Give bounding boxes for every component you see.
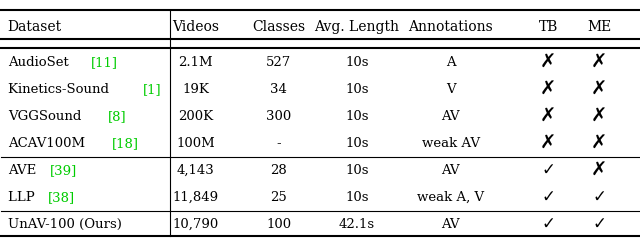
Text: [1]: [1] bbox=[143, 83, 162, 96]
Text: [38]: [38] bbox=[47, 191, 75, 204]
Text: 2.1M: 2.1M bbox=[179, 56, 213, 69]
Text: ✗: ✗ bbox=[591, 134, 607, 153]
Text: A: A bbox=[446, 56, 456, 69]
Text: ACAV100M: ACAV100M bbox=[8, 137, 89, 150]
Text: ✓: ✓ bbox=[541, 215, 555, 233]
Text: ✓: ✓ bbox=[541, 161, 555, 179]
Text: ✓: ✓ bbox=[541, 188, 555, 206]
Text: V: V bbox=[446, 83, 456, 96]
Text: 42.1s: 42.1s bbox=[339, 217, 375, 231]
Text: 34: 34 bbox=[270, 83, 287, 96]
Text: [39]: [39] bbox=[49, 164, 77, 177]
Text: VGGSound: VGGSound bbox=[8, 110, 85, 123]
Text: Avg. Length: Avg. Length bbox=[314, 20, 399, 34]
Text: weak A, V: weak A, V bbox=[417, 191, 484, 204]
Text: [11]: [11] bbox=[92, 56, 118, 69]
Text: Kinetics-Sound: Kinetics-Sound bbox=[8, 83, 113, 96]
Text: AudioSet: AudioSet bbox=[8, 56, 73, 69]
Text: 10s: 10s bbox=[345, 191, 369, 204]
Text: 19K: 19K bbox=[182, 83, 209, 96]
Text: 300: 300 bbox=[266, 110, 291, 123]
Text: 10s: 10s bbox=[345, 137, 369, 150]
Text: 10s: 10s bbox=[345, 110, 369, 123]
Text: AV: AV bbox=[442, 164, 460, 177]
Text: 200K: 200K bbox=[178, 110, 213, 123]
Text: 10s: 10s bbox=[345, 56, 369, 69]
Text: AV: AV bbox=[442, 217, 460, 231]
Text: [8]: [8] bbox=[108, 110, 126, 123]
Text: ✗: ✗ bbox=[591, 80, 607, 99]
Text: AV: AV bbox=[442, 110, 460, 123]
Text: Classes: Classes bbox=[252, 20, 305, 34]
Text: UnAV-100 (Ours): UnAV-100 (Ours) bbox=[8, 217, 122, 231]
Text: -: - bbox=[276, 137, 281, 150]
Text: [18]: [18] bbox=[112, 137, 140, 150]
Text: 4,143: 4,143 bbox=[177, 164, 214, 177]
Text: 10,790: 10,790 bbox=[173, 217, 219, 231]
Text: AVE: AVE bbox=[8, 164, 40, 177]
Text: ✗: ✗ bbox=[540, 80, 556, 99]
Text: ✗: ✗ bbox=[540, 107, 556, 126]
Text: Annotations: Annotations bbox=[408, 20, 493, 34]
Text: ✓: ✓ bbox=[592, 188, 606, 206]
Text: ✗: ✗ bbox=[591, 53, 607, 72]
Text: Videos: Videos bbox=[172, 20, 220, 34]
Text: 28: 28 bbox=[270, 164, 287, 177]
Text: ME: ME bbox=[587, 20, 611, 34]
Text: 10s: 10s bbox=[345, 164, 369, 177]
Text: ✗: ✗ bbox=[591, 161, 607, 180]
Text: 100M: 100M bbox=[177, 137, 215, 150]
Text: 100: 100 bbox=[266, 217, 291, 231]
Text: ✗: ✗ bbox=[540, 53, 556, 72]
Text: ✗: ✗ bbox=[540, 134, 556, 153]
Text: Dataset: Dataset bbox=[8, 20, 62, 34]
Text: LLP: LLP bbox=[8, 191, 39, 204]
Text: 25: 25 bbox=[270, 191, 287, 204]
Text: ✓: ✓ bbox=[592, 215, 606, 233]
Text: 11,849: 11,849 bbox=[173, 191, 219, 204]
Text: ✗: ✗ bbox=[591, 107, 607, 126]
Text: weak AV: weak AV bbox=[422, 137, 480, 150]
Text: TB: TB bbox=[538, 20, 558, 34]
Text: 10s: 10s bbox=[345, 83, 369, 96]
Text: 527: 527 bbox=[266, 56, 291, 69]
